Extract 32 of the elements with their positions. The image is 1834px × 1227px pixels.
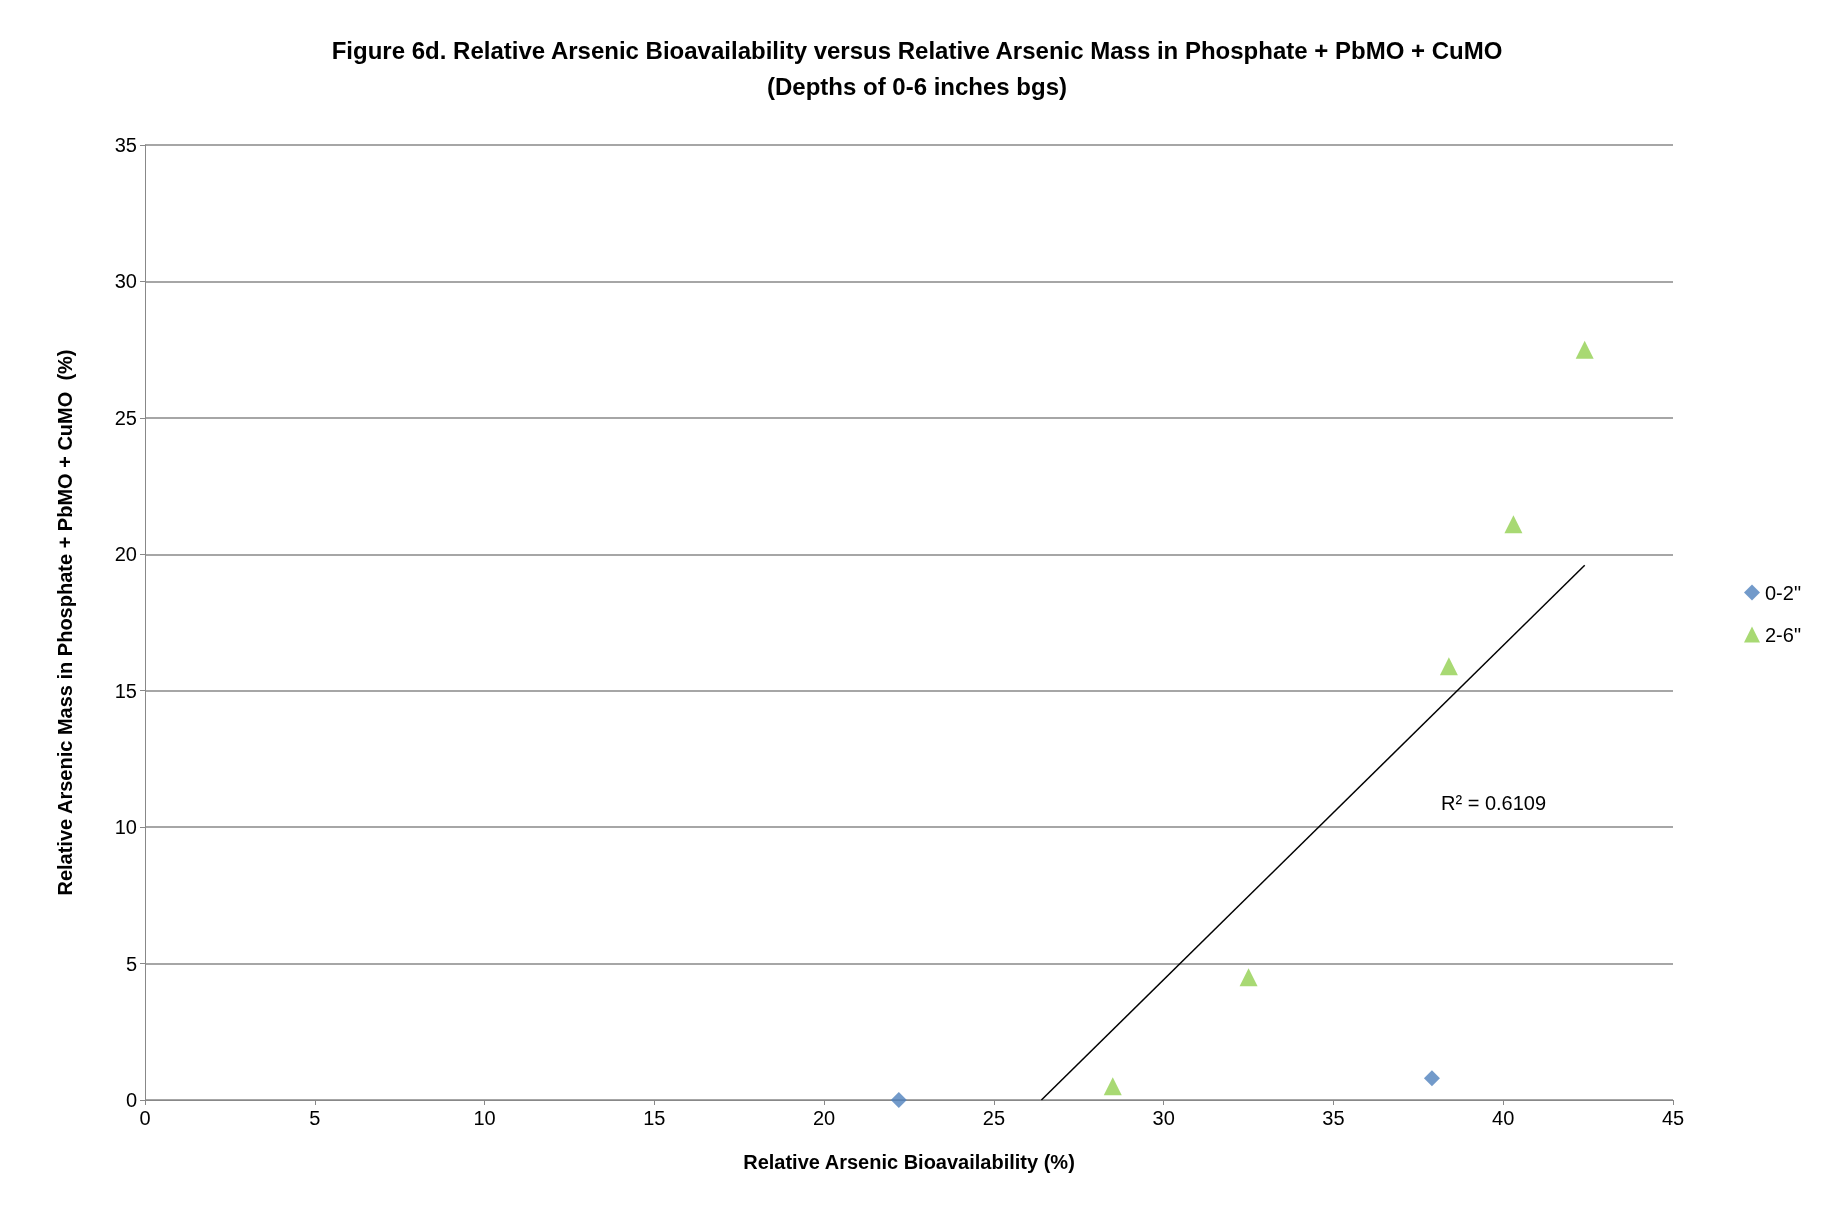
x-tick-label: 45	[1661, 1107, 1685, 1129]
point	[890, 1092, 907, 1108]
x-tick-label: 20	[812, 1107, 836, 1129]
chart-title: Figure 6d. Relative Arsenic Bioavailability versus Relative Arsenic Mass in Phosphate + PbMO + CuMO	[331, 36, 1503, 64]
x-tick-label: 40	[1492, 1107, 1515, 1129]
y-tick-label: 25	[114, 406, 137, 429]
legend-label: 0-2"	[1764, 581, 1802, 604]
y-tick-label: 0	[125, 1089, 137, 1111]
chart-subtitle: (Depths of 0-6 inches bgs)	[766, 72, 1068, 100]
y-tick-label: 15	[114, 679, 137, 702]
point	[1103, 1077, 1122, 1096]
y-tick-label: 20	[114, 543, 137, 566]
x-tick-label: 5	[309, 1107, 321, 1129]
y-tick-label: 10	[114, 816, 137, 839]
annotation: R² = 0.6109	[1441, 792, 1547, 814]
point	[1239, 968, 1258, 987]
point	[1504, 515, 1523, 534]
point	[1575, 340, 1594, 359]
x-axis-title: Relative Arsenic Bioavailability (%)	[743, 1151, 1075, 1173]
y-tick-label: 5	[125, 952, 137, 975]
y-axis-title: Relative Arsenic Mass in Phosphate + PbMO + CuMO (%)	[54, 349, 76, 896]
x-tick-label: 25	[982, 1107, 1006, 1129]
x-tick-label: 10	[473, 1107, 496, 1129]
y-tick-label: 35	[114, 134, 137, 156]
x-tick-label: 30	[1152, 1107, 1175, 1129]
legend-label: 2-6"	[1764, 623, 1802, 646]
x-tick-label: 0	[139, 1107, 151, 1129]
x-tick-label: 35	[1322, 1107, 1345, 1129]
y-tick-label: 30	[114, 270, 137, 293]
x-tick-label: 15	[643, 1107, 666, 1129]
point	[1439, 657, 1458, 676]
point	[1423, 1070, 1440, 1087]
